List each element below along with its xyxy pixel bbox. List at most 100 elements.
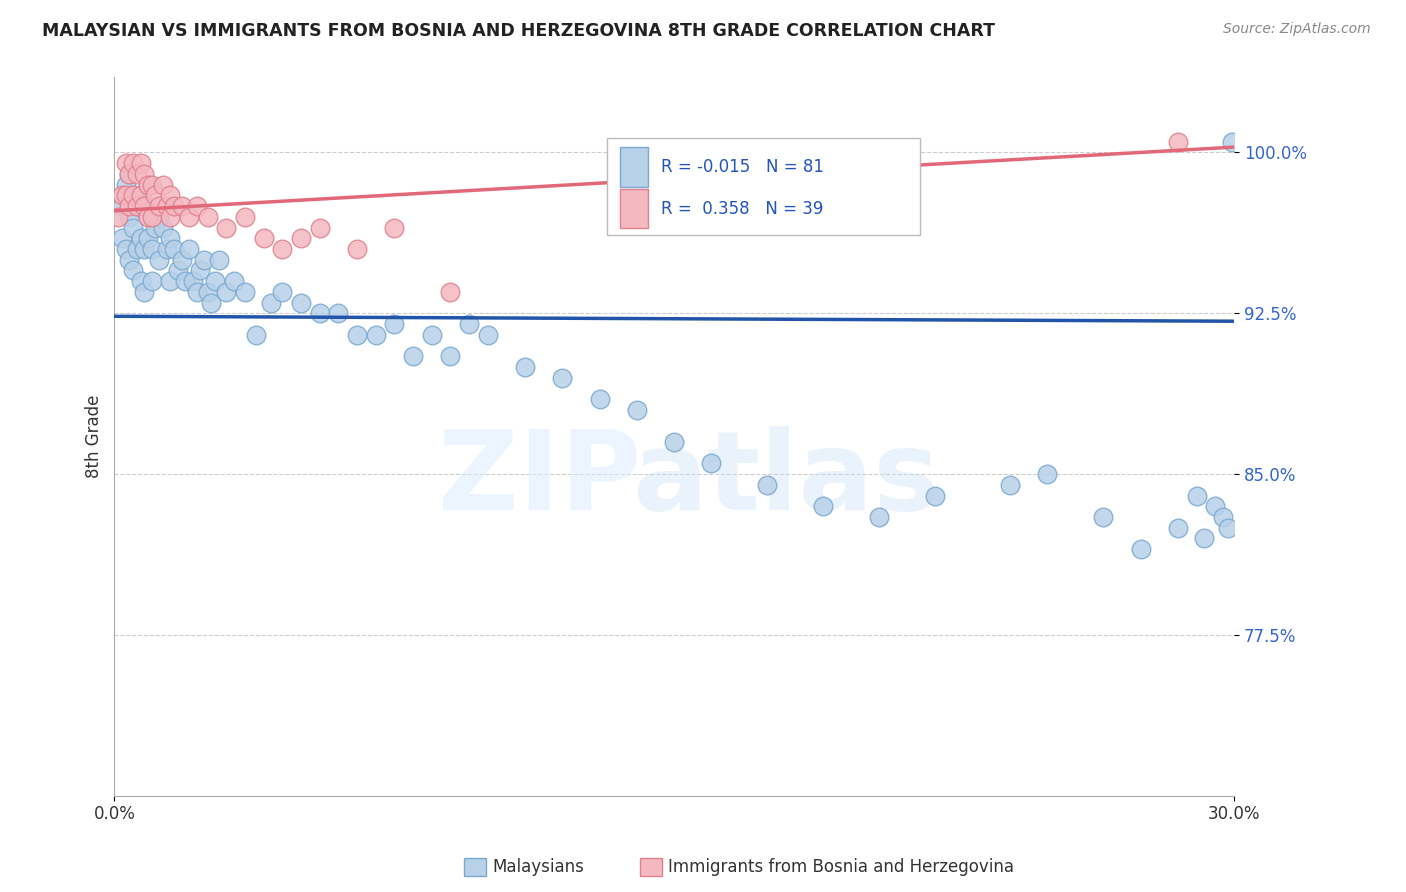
Point: [148, 210, 170, 224]
Point: [458, 317, 481, 331]
Point: [148, 199, 170, 213]
Bar: [620, 147, 648, 186]
Point: [662, 434, 685, 449]
Point: [204, 274, 226, 288]
Point: [1212, 510, 1234, 524]
Point: [588, 392, 610, 406]
Point: [308, 306, 330, 320]
Point: [186, 199, 208, 213]
Point: [1167, 135, 1189, 149]
Point: [141, 178, 163, 192]
Text: R = -0.015   N = 81: R = -0.015 N = 81: [661, 158, 824, 176]
Point: [328, 306, 350, 320]
Point: [1167, 521, 1189, 535]
Point: [141, 242, 163, 256]
Point: [159, 188, 181, 202]
Point: [111, 188, 134, 202]
Point: [129, 156, 152, 170]
Point: [136, 231, 159, 245]
Text: R =  0.358   N = 39: R = 0.358 N = 39: [661, 200, 823, 218]
Point: [118, 199, 141, 213]
Y-axis label: 8th Grade: 8th Grade: [86, 395, 103, 478]
Point: [136, 178, 159, 192]
Point: [136, 210, 159, 224]
Point: [129, 274, 152, 288]
Point: [134, 242, 156, 256]
Point: [163, 242, 186, 256]
Point: [477, 327, 499, 342]
Point: [382, 317, 405, 331]
Point: [197, 285, 219, 299]
Point: [1220, 135, 1243, 149]
Point: [200, 295, 222, 310]
Point: [271, 285, 294, 299]
Point: [170, 199, 193, 213]
Point: [145, 220, 167, 235]
Text: Immigrants from Bosnia and Herzegovina: Immigrants from Bosnia and Herzegovina: [668, 858, 1014, 876]
Point: [924, 489, 946, 503]
Point: [1204, 500, 1226, 514]
Text: ZIP: ZIP: [439, 426, 641, 533]
Point: [402, 349, 425, 363]
Point: [756, 478, 779, 492]
Point: [159, 210, 181, 224]
Point: [197, 210, 219, 224]
Point: [382, 220, 405, 235]
Point: [626, 402, 648, 417]
Point: [1218, 521, 1240, 535]
Text: atlas: atlas: [633, 426, 939, 533]
Point: [111, 231, 134, 245]
Point: [114, 178, 136, 192]
Point: [1185, 489, 1208, 503]
Point: [346, 242, 368, 256]
Point: [233, 210, 256, 224]
Point: [111, 199, 134, 213]
Point: [364, 327, 387, 342]
Point: [134, 199, 156, 213]
Point: [208, 252, 231, 267]
Point: [141, 210, 163, 224]
Point: [551, 370, 574, 384]
Point: [141, 210, 163, 224]
Point: [122, 188, 145, 202]
Point: [163, 199, 186, 213]
Point: [188, 263, 211, 277]
Point: [170, 252, 193, 267]
Point: [1092, 510, 1115, 524]
Point: [122, 188, 145, 202]
Point: [118, 167, 141, 181]
Point: [868, 510, 890, 524]
Point: [174, 274, 197, 288]
Point: [998, 478, 1021, 492]
Point: [1129, 542, 1152, 557]
Point: [156, 242, 179, 256]
Point: [439, 349, 461, 363]
Point: [813, 500, 835, 514]
Point: [233, 285, 256, 299]
Point: [141, 274, 163, 288]
Point: [118, 252, 141, 267]
Point: [346, 327, 368, 342]
Point: [122, 263, 145, 277]
Point: [1036, 467, 1059, 482]
Point: [215, 220, 238, 235]
Point: [420, 327, 443, 342]
Point: [122, 156, 145, 170]
Point: [136, 178, 159, 192]
Point: [177, 210, 200, 224]
Point: [177, 242, 200, 256]
Point: [193, 252, 215, 267]
Point: [186, 285, 208, 299]
Point: [114, 156, 136, 170]
Point: [118, 167, 141, 181]
Point: [134, 285, 156, 299]
Point: [290, 295, 312, 310]
Point: [152, 178, 174, 192]
FancyBboxPatch shape: [607, 138, 921, 235]
Point: [125, 242, 148, 256]
Point: [159, 274, 181, 288]
Point: [253, 231, 276, 245]
Point: [156, 199, 179, 213]
Point: [166, 263, 188, 277]
Point: [222, 274, 245, 288]
